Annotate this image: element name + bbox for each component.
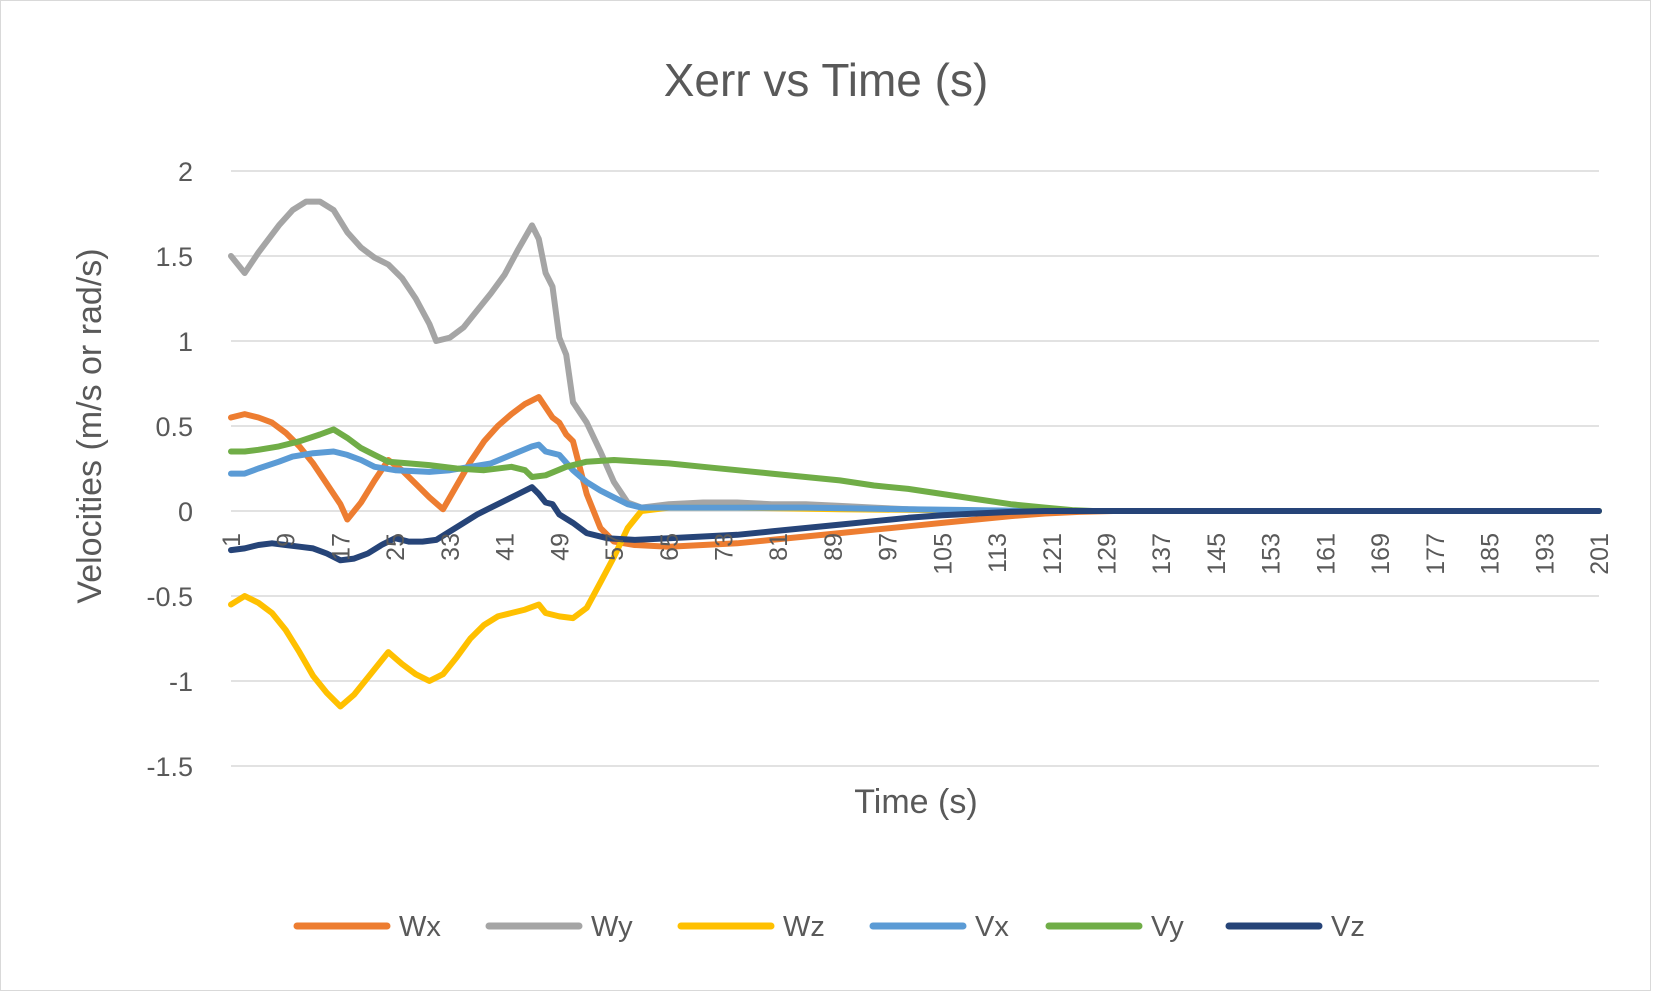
series-line-vx [228, 441, 1602, 514]
legend-item-wy: Wy [485, 911, 633, 943]
x-tick-label: 105 [929, 533, 957, 575]
y-tick-label: 0.5 [155, 412, 193, 442]
x-tick-label: 81 [765, 533, 793, 561]
series-line-wz [228, 504, 1602, 710]
x-tick-label: 153 [1258, 533, 1286, 575]
x-tick-label: 193 [1531, 533, 1559, 575]
series-lines [228, 198, 1602, 710]
y-tick-label: -1.5 [146, 752, 193, 782]
chart-title: Xerr vs Time (s) [664, 54, 989, 106]
legend-label: Wz [783, 911, 825, 943]
x-tick-label: 17 [327, 533, 355, 561]
x-tick-label: 121 [1039, 533, 1067, 575]
y-tick-label: 0 [178, 497, 193, 527]
legend-item-vx: Vx [869, 911, 1009, 943]
x-tick-label: 97 [875, 533, 903, 561]
x-tick-label: 113 [984, 533, 1012, 573]
legend-label: Vx [975, 911, 1009, 943]
legend-item-wz: Wz [677, 911, 825, 943]
y-axis-tick-labels: 2 1.5 1 0.5 0 -0.5 -1 -1.5 [146, 157, 193, 782]
x-tick-label: 25 [382, 533, 410, 561]
legend-item-vz: Vz [1225, 911, 1365, 943]
x-tick-label: 145 [1203, 533, 1231, 575]
x-axis-title: Time (s) [854, 783, 977, 821]
x-tick-label: 1 [218, 533, 246, 547]
x-tick-label: 89 [820, 533, 848, 561]
legend-label: Vy [1151, 911, 1184, 943]
y-axis-title: Velocities (m/s or rad/s) [71, 248, 109, 603]
y-tick-label: 1.5 [155, 242, 193, 272]
x-tick-label: 41 [492, 533, 520, 561]
x-tick-label: 169 [1367, 533, 1395, 575]
x-tick-label: 185 [1477, 533, 1505, 575]
x-tick-label: 161 [1312, 533, 1340, 575]
x-tick-label: 49 [546, 533, 574, 561]
x-tick-label: 129 [1094, 533, 1122, 575]
legend-label: Wy [591, 911, 633, 943]
legend-item-wx: Wx [293, 911, 441, 943]
legend-label: Vz [1331, 911, 1365, 943]
legend: Wx Wy Wz Vx Vy Vz [293, 911, 1365, 943]
series-line-vz [228, 484, 1602, 564]
x-tick-label: 9 [273, 533, 301, 547]
x-tick-label: 177 [1422, 533, 1450, 575]
y-tick-label: -1 [169, 667, 193, 697]
x-axis-tick-labels: 1 9 17 25 33 41 49 57 65 73 81 89 97 105 113 121 129 137 1… [218, 533, 1614, 575]
y-tick-label: -0.5 [146, 582, 193, 612]
legend-item-vy: Vy [1045, 911, 1184, 943]
x-tick-label: 137 [1148, 533, 1176, 575]
x-tick-label: 73 [711, 533, 739, 561]
x-tick-label: 65 [656, 533, 684, 561]
legend-label: Wx [399, 911, 441, 943]
y-tick-label: 2 [178, 157, 193, 187]
series-line-wy [228, 198, 1602, 514]
x-tick-label: 201 [1586, 533, 1614, 575]
series-line-vy [228, 426, 1602, 514]
y-tick-label: 1 [178, 327, 193, 357]
x-tick-label: 33 [437, 533, 465, 561]
series-line-wx [228, 394, 1602, 550]
x-tick-label: 57 [601, 533, 629, 561]
